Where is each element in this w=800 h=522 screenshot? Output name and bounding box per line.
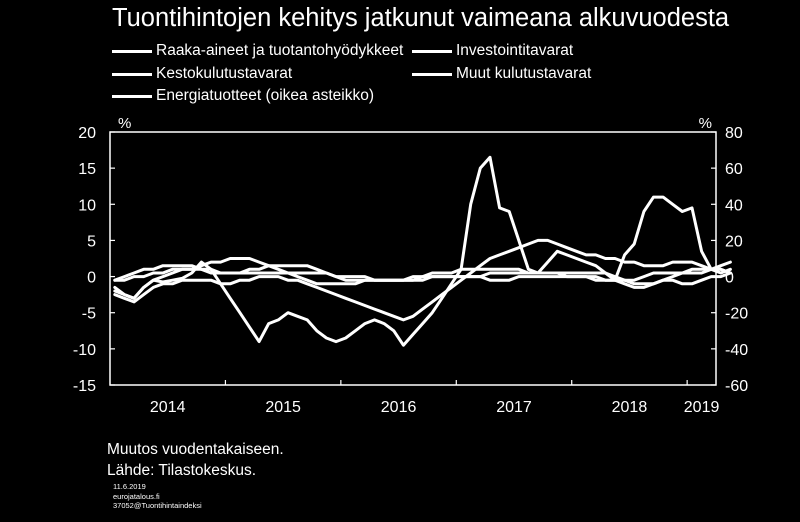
y2-tick-label: 20	[725, 233, 743, 250]
y2-tick-label: -20	[725, 306, 748, 323]
x-tick-label: 2014	[150, 399, 186, 416]
y-tick-label: -5	[82, 306, 96, 323]
meta-site: eurojatalous.fi	[113, 491, 160, 501]
legend-label: Kestokulutustavarat	[156, 65, 293, 82]
y2-axis-unit: %	[699, 115, 712, 132]
chart-title: Tuontihintojen kehitys jatkunut vaimeana…	[112, 4, 730, 32]
legend-item-kestokulutustavarat: Kestokulutustavarat	[112, 65, 292, 83]
x-tick-label: 2016	[381, 399, 417, 416]
y-tick-label: 10	[78, 197, 96, 214]
legend: Raaka-aineet ja tuotantohyödykkeet Inves…	[0, 0, 800, 110]
y-tick-label: -15	[73, 378, 96, 395]
legend-item-investointitavarat: Investointitavarat	[412, 42, 573, 60]
series-line-3	[113, 260, 732, 282]
y2-tick-label: -40	[725, 342, 748, 359]
x-tick-label: 2015	[265, 399, 301, 416]
legend-swatch	[412, 72, 452, 76]
chart-axes: -15 -10 -5 0 5 10 15 20 -60 -40 -20 0 20 40 60 80% % 2014…	[73, 115, 748, 416]
y-tick-label: 15	[78, 161, 96, 178]
y-axis-unit: %	[118, 115, 131, 132]
chart-footer: Muutos vuodentakaiseen. Lähde: Tilastoke…	[107, 439, 284, 481]
x-tick-label: 2018	[612, 399, 648, 416]
legend-label: Energiatuotteet (oikea asteikko)	[156, 87, 374, 104]
y2-tick-label: 80	[725, 125, 743, 142]
y2-tick-label: 40	[725, 197, 743, 214]
y-tick-label: 20	[78, 125, 96, 142]
footer-source: Lähde: Tilastokeskus.	[107, 462, 257, 479]
series-line-0	[113, 238, 732, 322]
legend-label: Investointitavarat	[456, 42, 574, 59]
legend-item-raaka-aineet: Raaka-aineet ja tuotantohyödykkeet	[112, 42, 403, 60]
legend-label: Raaka-aineet ja tuotantohyödykkeet	[156, 42, 404, 59]
y2-tick-label: 60	[725, 161, 743, 178]
legend-swatch	[412, 49, 452, 53]
legend-label: Muut kulutustavarat	[456, 65, 592, 82]
legend-swatch	[112, 72, 152, 76]
series-line-4	[113, 155, 732, 347]
legend-item-muut-kulutustavarat: Muut kulutustavarat	[412, 65, 591, 83]
plot-frame	[109, 131, 717, 386]
legend-swatch	[112, 49, 152, 53]
legend-swatch	[112, 94, 152, 98]
y-tick-label: -10	[73, 342, 96, 359]
y2-tick-label: 0	[725, 270, 734, 287]
chart-series	[113, 155, 732, 347]
y2-tick-label: -60	[725, 378, 748, 395]
y-tick-label: 0	[87, 270, 96, 287]
x-tick-label: 2017	[496, 399, 532, 416]
chart-meta: 11.6.2019 eurojatalous.fi 37052@Tuontihi…	[113, 482, 202, 511]
legend-item-energiatuotteet: Energiatuotteet (oikea asteikko)	[112, 87, 374, 105]
meta-date: 11.6.2019	[113, 482, 146, 491]
x-tick-label: 2019	[684, 399, 720, 416]
y-tick-label: 5	[87, 233, 96, 250]
meta-code: 37052@Tuontihintaindeksi	[113, 501, 202, 510]
footer-note: Muutos vuodentakaiseen.	[107, 441, 284, 458]
